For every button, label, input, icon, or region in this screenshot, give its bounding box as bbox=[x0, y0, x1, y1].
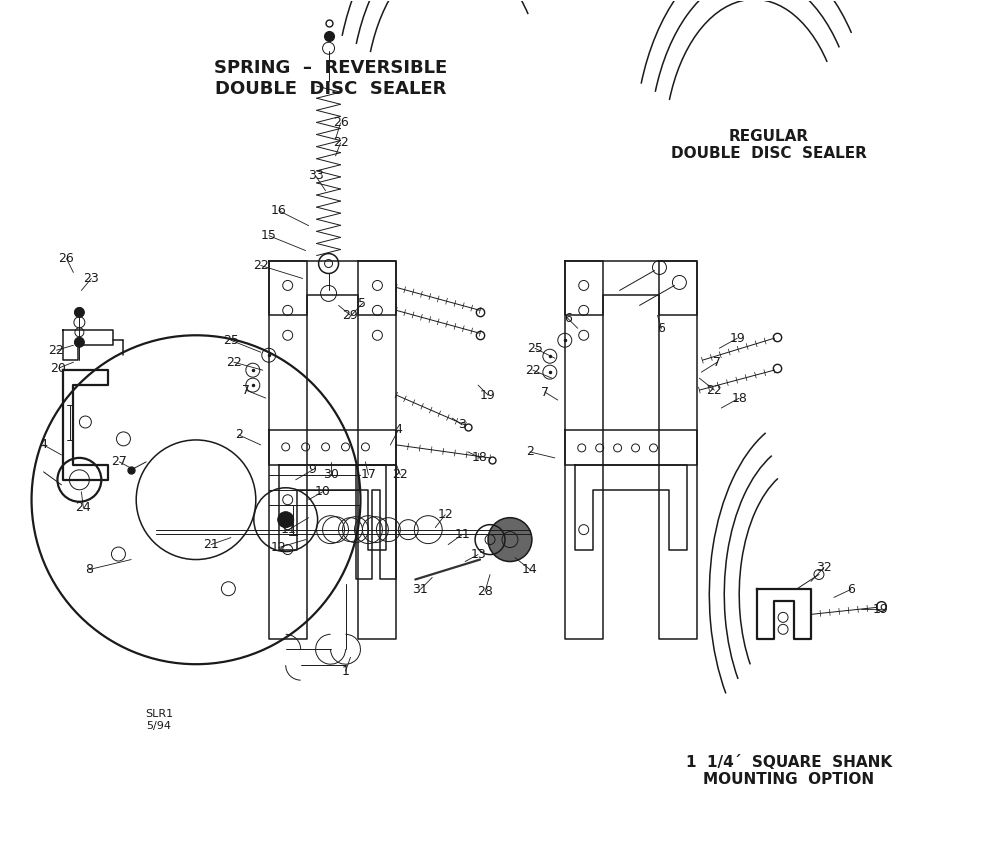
Text: 1: 1 bbox=[342, 665, 349, 678]
Text: 27: 27 bbox=[111, 456, 127, 468]
Text: 1  1/4´  SQUARE  SHANK
MOUNTING  OPTION: 1 1/4´ SQUARE SHANK MOUNTING OPTION bbox=[686, 755, 892, 787]
Text: 6: 6 bbox=[658, 322, 665, 335]
Circle shape bbox=[278, 511, 294, 528]
Circle shape bbox=[74, 307, 84, 317]
Text: 3: 3 bbox=[458, 419, 466, 431]
Text: 28: 28 bbox=[477, 585, 493, 598]
Text: 10: 10 bbox=[315, 485, 331, 498]
Circle shape bbox=[488, 517, 532, 561]
Text: 22: 22 bbox=[333, 137, 348, 149]
Text: 4: 4 bbox=[394, 424, 402, 436]
Text: 22: 22 bbox=[49, 344, 64, 357]
Text: 18: 18 bbox=[731, 392, 747, 404]
Text: 19: 19 bbox=[729, 332, 745, 345]
Text: SLR1
5/94: SLR1 5/94 bbox=[145, 709, 173, 731]
Text: 11: 11 bbox=[281, 523, 297, 536]
Text: 18: 18 bbox=[472, 452, 488, 464]
Text: 22: 22 bbox=[706, 384, 722, 397]
Text: REGULAR
DOUBLE  DISC  SEALER: REGULAR DOUBLE DISC SEALER bbox=[671, 129, 867, 161]
Text: 15: 15 bbox=[261, 229, 277, 242]
Text: 11: 11 bbox=[454, 528, 470, 541]
Text: 22: 22 bbox=[525, 364, 541, 376]
Text: 2: 2 bbox=[526, 446, 534, 458]
Text: 22: 22 bbox=[226, 355, 242, 369]
Text: 7: 7 bbox=[242, 384, 250, 397]
Text: 12: 12 bbox=[437, 508, 453, 522]
Text: 31: 31 bbox=[412, 583, 428, 596]
Text: 5: 5 bbox=[358, 297, 366, 310]
Text: 25: 25 bbox=[527, 342, 543, 354]
Text: 2: 2 bbox=[235, 429, 243, 441]
Text: 16: 16 bbox=[271, 204, 287, 217]
Text: 22: 22 bbox=[392, 468, 408, 481]
Text: 4: 4 bbox=[40, 438, 47, 452]
Text: 13: 13 bbox=[470, 548, 486, 561]
Text: 33: 33 bbox=[308, 170, 323, 182]
Text: 23: 23 bbox=[83, 272, 99, 285]
Circle shape bbox=[74, 338, 84, 347]
Text: 29: 29 bbox=[343, 309, 358, 322]
Text: 32: 32 bbox=[816, 561, 832, 574]
Text: 26: 26 bbox=[59, 252, 74, 265]
Text: 19: 19 bbox=[480, 388, 496, 402]
Text: SPRING  –  REVERSIBLE
DOUBLE  DISC  SEALER: SPRING – REVERSIBLE DOUBLE DISC SEALER bbox=[214, 59, 447, 98]
Text: 17: 17 bbox=[360, 468, 376, 481]
Text: 6: 6 bbox=[564, 311, 572, 325]
Text: 7: 7 bbox=[541, 386, 549, 398]
Text: 30: 30 bbox=[323, 468, 338, 481]
Text: 7: 7 bbox=[713, 355, 721, 369]
Text: 26: 26 bbox=[333, 116, 348, 129]
Text: 22: 22 bbox=[253, 259, 269, 272]
Text: 21: 21 bbox=[203, 538, 219, 551]
Text: 9: 9 bbox=[309, 463, 317, 476]
Text: 8: 8 bbox=[85, 563, 93, 576]
Text: 24: 24 bbox=[76, 501, 91, 514]
Text: 12: 12 bbox=[271, 541, 287, 554]
Text: 25: 25 bbox=[223, 333, 239, 347]
Text: 19: 19 bbox=[873, 603, 889, 616]
Text: 20: 20 bbox=[51, 362, 66, 375]
Text: 6: 6 bbox=[847, 583, 855, 596]
Text: 14: 14 bbox=[522, 563, 538, 576]
